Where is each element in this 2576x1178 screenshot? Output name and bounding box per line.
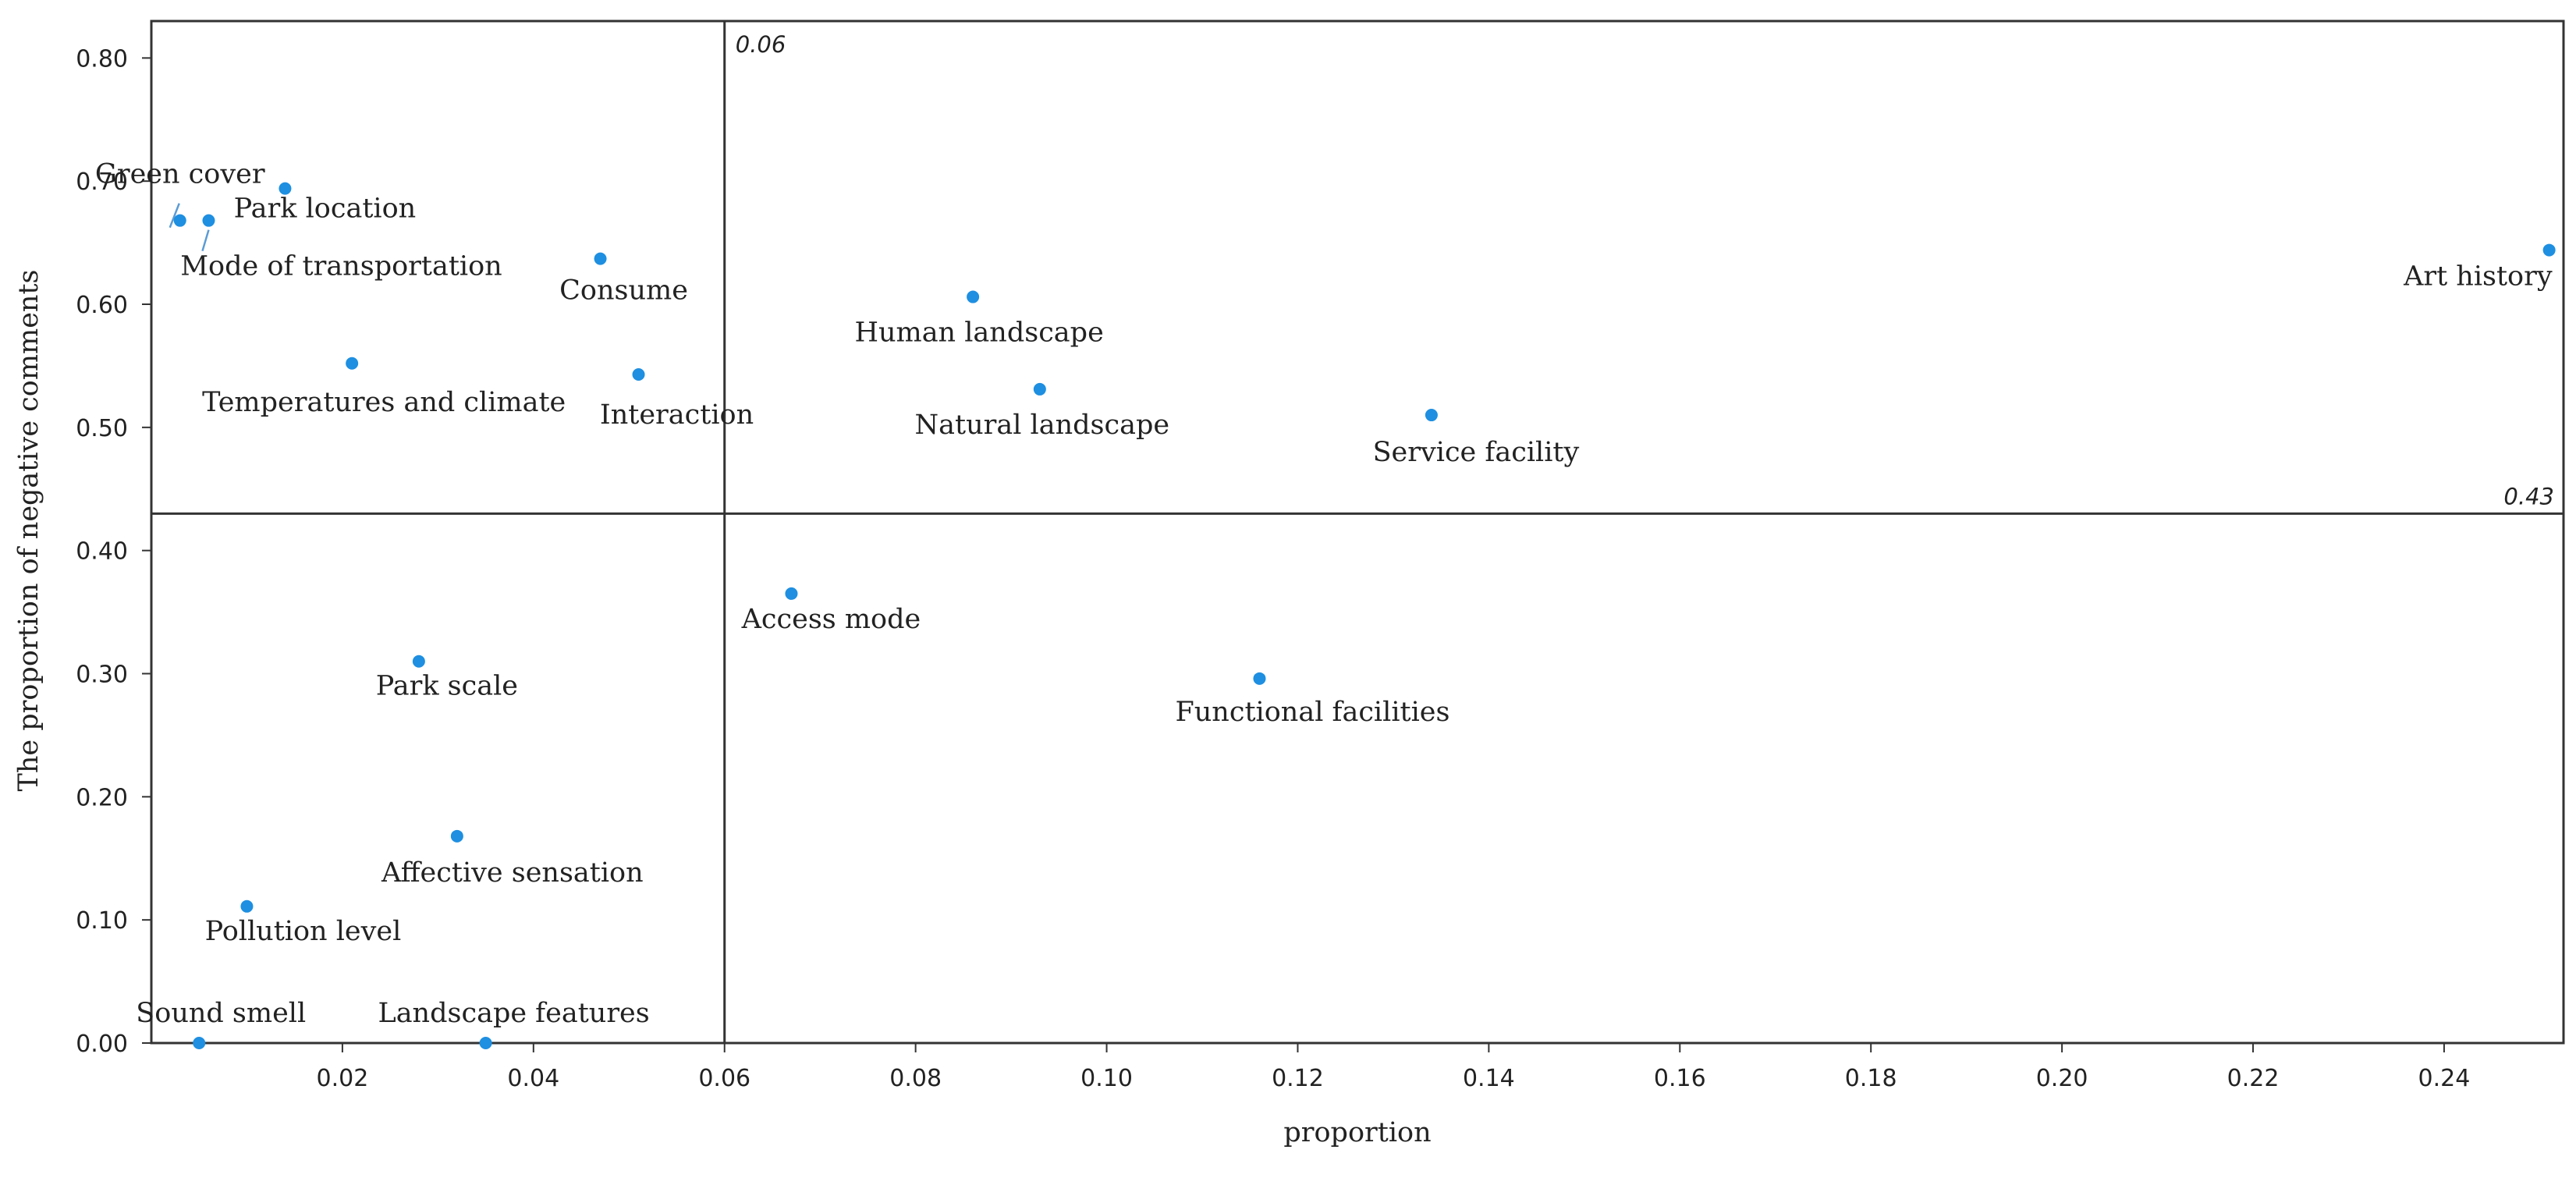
- x-axis-title: proportion: [1283, 1117, 1431, 1148]
- data-point: [450, 829, 463, 843]
- y-tick-label: 0.60: [76, 292, 128, 319]
- data-point-label: Service facility: [1373, 437, 1580, 468]
- label-leader-lines: [169, 203, 210, 252]
- data-point-label: Park location: [234, 193, 417, 225]
- label-leader-line: [201, 229, 210, 252]
- data-point-label: Affective sensation: [381, 857, 644, 889]
- data-point-label: Green cover: [95, 159, 265, 190]
- data-point-label: Landscape features: [378, 998, 649, 1029]
- data-point-label: Mode of transportation: [180, 251, 502, 282]
- x-tick-label: 0.12: [1272, 1065, 1324, 1092]
- label-leader-line: [169, 203, 180, 229]
- y-axis-title: The proportion of negative comments: [13, 269, 44, 791]
- reference-lines: 0.06 0.43: [151, 21, 2564, 1043]
- data-point-label: Pollution level: [205, 916, 402, 947]
- x-tick-label: 0.24: [2418, 1065, 2471, 1092]
- x-axis: 0.02 0.04 0.06 0.08 0.10 0.12 0.14 0.16 0.18 0.20…: [317, 1043, 2471, 1092]
- x-tick-label: 0.16: [1654, 1065, 1706, 1092]
- data-point: [632, 367, 645, 381]
- data-point: [1033, 382, 1046, 396]
- y-tick-label: 0.70: [76, 169, 128, 196]
- data-point: [193, 1037, 206, 1049]
- y-tick-label: 0.00: [76, 1031, 128, 1058]
- x-tick-label: 0.20: [2036, 1065, 2088, 1092]
- data-point-label: Art history: [2403, 261, 2553, 293]
- y-tick-label: 0.10: [76, 907, 128, 935]
- x-tick-label: 0.08: [889, 1065, 942, 1092]
- data-point: [240, 899, 254, 913]
- data-point: [346, 357, 359, 370]
- plot-frame: [150, 20, 2565, 1045]
- x-tick-label: 0.18: [1845, 1065, 1897, 1092]
- data-point-label: Interaction: [600, 399, 754, 431]
- data-point-label: Functional facilities: [1175, 697, 1449, 728]
- x-tick-label: 0.22: [2227, 1065, 2280, 1092]
- data-point: [967, 290, 980, 303]
- vertical-reference-label: 0.06: [736, 31, 786, 58]
- data-point: [479, 1037, 492, 1049]
- data-point-label: Consume: [559, 275, 688, 307]
- x-tick-label: 0.06: [698, 1065, 750, 1092]
- y-tick-label: 0.20: [76, 784, 128, 811]
- x-tick-label: 0.04: [507, 1065, 559, 1092]
- data-point-label: Access mode: [741, 604, 921, 635]
- data-point: [2542, 243, 2556, 257]
- data-point: [279, 182, 292, 195]
- x-tick-label: 0.02: [317, 1065, 369, 1092]
- y-tick-label: 0.30: [76, 662, 128, 689]
- data-point-label: Human landscape: [854, 318, 1103, 349]
- data-point: [173, 214, 186, 227]
- x-tick-label: 0.10: [1080, 1065, 1133, 1092]
- data-point-label: Sound smell: [136, 998, 306, 1029]
- horizontal-reference-label: 0.43: [2503, 483, 2554, 509]
- data-point-label: Temperatures and climate: [202, 387, 566, 418]
- data-point: [785, 587, 798, 600]
- y-tick-label: 0.50: [76, 415, 128, 442]
- data-point: [1253, 672, 1266, 685]
- data-point: [1425, 409, 1438, 422]
- x-tick-label: 0.14: [1463, 1065, 1515, 1092]
- data-point: [412, 655, 425, 668]
- data-point-label: Natural landscape: [915, 410, 1170, 441]
- y-axis: 0.00 0.10 0.20 0.30 0.40 0.50 0.60 0.70 0.80: [76, 45, 151, 1058]
- data-point-label: Park scale: [376, 671, 518, 702]
- y-tick-label: 0.40: [76, 538, 128, 566]
- data-point: [202, 214, 215, 227]
- point-labels: Green cover Mode of transportation Park lo…: [95, 159, 2553, 1029]
- data-points: [173, 182, 2556, 1049]
- data-point: [594, 252, 607, 265]
- y-tick-label: 0.80: [76, 45, 128, 73]
